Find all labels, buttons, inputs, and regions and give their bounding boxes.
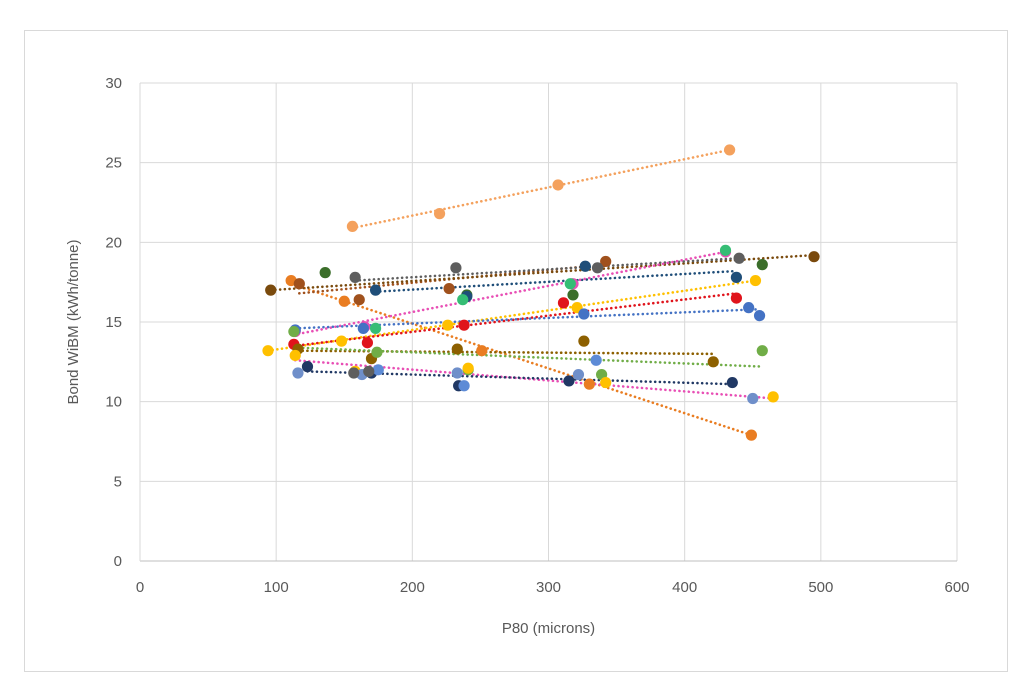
x-tick-label: 400	[672, 579, 697, 596]
x-tick-label: 0	[136, 579, 144, 596]
data-point	[756, 259, 768, 271]
trendline	[374, 269, 738, 294]
data-point	[349, 271, 361, 283]
data-point	[348, 367, 360, 379]
data-point	[579, 260, 591, 272]
data-point	[457, 294, 469, 306]
data-point	[730, 292, 743, 304]
data-point	[572, 368, 585, 381]
trendline	[351, 148, 731, 230]
data-point	[361, 337, 373, 349]
trendline	[298, 263, 607, 295]
y-tick-label: 10	[105, 394, 122, 411]
data-points	[262, 144, 820, 441]
data-point	[451, 343, 463, 355]
data-point	[265, 284, 277, 296]
trendlines	[266, 148, 816, 437]
data-point	[462, 362, 474, 374]
x-tick-label: 100	[264, 579, 289, 596]
data-point	[476, 345, 488, 357]
data-point	[719, 244, 732, 256]
trendline	[292, 250, 727, 337]
data-point	[600, 255, 612, 268]
gridlines	[140, 82, 958, 561]
chart-frame	[24, 30, 1008, 672]
y-tick-label: 30	[105, 75, 122, 92]
data-point	[289, 349, 301, 362]
trendline	[293, 358, 775, 400]
trendline	[269, 253, 816, 292]
data-point	[552, 179, 564, 191]
data-point	[567, 289, 579, 301]
data-point	[369, 322, 382, 334]
data-point	[433, 208, 446, 220]
y-tick-label: 0	[114, 553, 122, 570]
data-point	[442, 319, 454, 331]
data-point	[808, 251, 820, 263]
trendline	[296, 349, 715, 356]
data-point	[293, 278, 305, 290]
x-axis-title: P80 (microns)	[502, 620, 595, 637]
data-point	[288, 325, 300, 338]
y-tick-label: 5	[114, 473, 122, 490]
data-point	[443, 282, 455, 295]
data-point	[335, 335, 348, 347]
data-point	[733, 252, 745, 264]
trendline	[292, 346, 764, 368]
data-point	[371, 346, 383, 358]
trendline	[353, 256, 741, 282]
data-point	[363, 365, 375, 377]
data-point	[451, 367, 463, 379]
data-point	[583, 378, 595, 390]
x-tick-label: 300	[536, 579, 561, 596]
data-point	[372, 364, 384, 376]
x-tick-label: 600	[944, 579, 969, 596]
data-point	[262, 345, 274, 357]
data-point	[724, 144, 736, 156]
data-point	[301, 361, 314, 373]
data-point	[338, 295, 350, 307]
trendline	[289, 282, 753, 437]
data-point	[450, 262, 462, 274]
data-point	[357, 322, 369, 334]
data-point	[756, 345, 768, 357]
y-axis-title: Bond WiBM (kWh/tonne)	[65, 239, 82, 404]
data-point	[564, 278, 576, 290]
data-point	[767, 391, 779, 403]
data-point	[563, 375, 575, 387]
data-point	[578, 308, 590, 320]
data-point	[353, 294, 365, 306]
data-point	[749, 274, 762, 287]
x-tick-label: 200	[400, 579, 425, 596]
data-point	[745, 429, 757, 441]
data-point	[578, 335, 590, 347]
x-tick-label: 500	[808, 579, 833, 596]
data-point	[590, 354, 602, 366]
data-point	[458, 319, 470, 331]
data-point	[319, 267, 331, 279]
axes	[139, 83, 957, 562]
data-point	[753, 310, 766, 322]
y-tick-label: 25	[105, 155, 122, 172]
data-point	[458, 380, 470, 392]
data-point	[600, 376, 612, 389]
data-point	[743, 302, 755, 314]
data-point	[707, 356, 719, 368]
data-point	[747, 392, 759, 405]
y-tick-label: 15	[105, 314, 122, 331]
data-point	[346, 220, 359, 232]
data-point	[369, 284, 382, 296]
data-point	[557, 297, 570, 309]
data-point	[292, 367, 304, 379]
data-point	[726, 376, 738, 389]
data-point	[730, 271, 743, 283]
data-point	[591, 262, 604, 274]
y-tick-label: 20	[105, 234, 122, 251]
